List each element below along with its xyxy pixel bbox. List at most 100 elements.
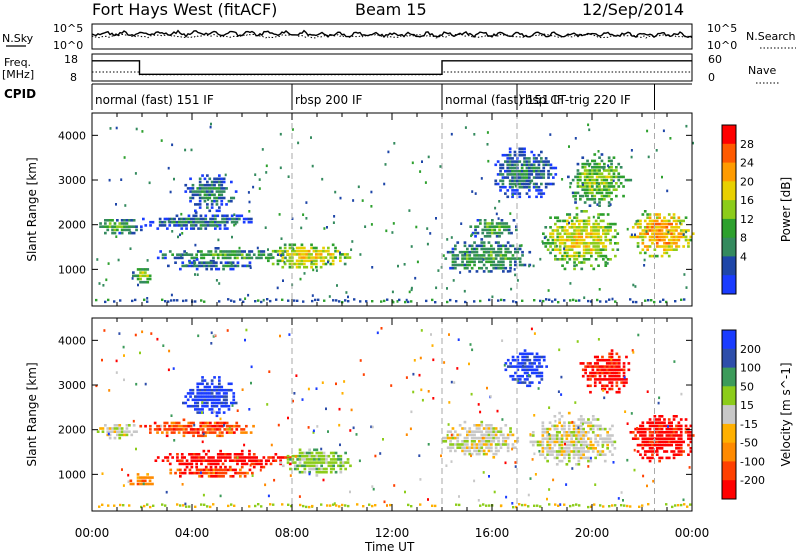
echo-cell [530, 163, 534, 167]
echo-cell [532, 182, 536, 186]
echo-cell [660, 254, 664, 258]
echo-cell [670, 248, 673, 251]
echo-cell [192, 434, 195, 438]
echo-cell [325, 454, 328, 458]
echo-cell [220, 401, 224, 405]
echo-cell [532, 185, 536, 189]
echo-cell [412, 390, 415, 394]
echo-cell [547, 289, 550, 292]
echo-cell [296, 467, 299, 471]
echo-cell [663, 232, 666, 235]
echo-cell [599, 251, 603, 255]
echo-cell [518, 153, 522, 157]
echo-cell [146, 259, 149, 262]
colorbar-swatch [722, 442, 736, 462]
echo-cell [194, 203, 197, 206]
echo-cell [575, 447, 578, 450]
echo-cell [538, 374, 541, 378]
echo-cell [521, 381, 524, 384]
echo-cell [597, 213, 600, 216]
echo-cell [338, 407, 341, 411]
echo-cell [665, 251, 669, 255]
echo-cell [456, 433, 460, 437]
echo-cell [307, 253, 311, 256]
echo-cell [617, 374, 621, 378]
echo-cell [687, 427, 690, 431]
echo-cell [499, 179, 502, 183]
echo-cell [196, 408, 200, 411]
echo-cell [207, 198, 210, 201]
echo-cell [243, 250, 246, 253]
echo-cell [208, 392, 212, 395]
echo-cell [217, 238, 220, 242]
echo-cell [549, 242, 552, 245]
echo-cell [606, 238, 610, 242]
echo-cell [658, 440, 661, 444]
echo-cell [511, 189, 514, 192]
echo-cell [103, 329, 106, 332]
echo-cell [128, 228, 131, 232]
echo-cell [585, 210, 588, 213]
echo-cell [420, 329, 423, 332]
echo-cell [516, 374, 520, 378]
echo-cell [655, 242, 659, 245]
echo-cell [530, 365, 534, 368]
echo-cell [139, 274, 142, 278]
echo-cell [210, 342, 213, 345]
echo-cell [310, 464, 314, 468]
echo-cell [194, 217, 198, 221]
echo-cell [478, 430, 481, 433]
echo-cell [602, 219, 605, 223]
echo-cell [218, 434, 222, 438]
echo-cell [516, 179, 519, 183]
echo-cell [600, 198, 604, 201]
echo-cell [567, 431, 571, 434]
echo-cell [470, 454, 472, 458]
echo-cell [499, 250, 503, 254]
echo-cell [176, 459, 179, 462]
echo-cell [675, 431, 678, 434]
echo-cell [626, 458, 629, 462]
echo-cell [607, 166, 611, 169]
echo-cell [163, 224, 167, 227]
echo-cell [308, 461, 311, 464]
echo-cell [665, 219, 669, 223]
echo-cell [288, 262, 292, 266]
echo-cell [190, 220, 193, 224]
echo-cell [528, 185, 531, 189]
echo-cell [168, 224, 172, 227]
echo-cell [585, 248, 588, 251]
echo-cell [113, 430, 117, 433]
echo-cell [675, 245, 678, 248]
echo-cell [610, 374, 614, 378]
echo-cell [577, 440, 581, 444]
echo-cell [139, 271, 142, 274]
echo-cell [190, 253, 194, 256]
echo-cell [371, 300, 374, 303]
echo-cell [577, 431, 581, 434]
echo-cell [643, 232, 647, 235]
echo-cell [300, 246, 304, 250]
echo-cell [310, 260, 313, 264]
echo-cell [454, 443, 457, 446]
echo-cell [245, 253, 249, 256]
echo-cell [575, 431, 578, 434]
echo-cell [201, 382, 204, 386]
echo-cell [473, 257, 476, 260]
echo-cell [201, 411, 203, 414]
echo-cell [658, 213, 661, 216]
echo-cell [482, 250, 486, 254]
echo-cell [653, 248, 657, 251]
echo-cell [195, 456, 198, 459]
echo-cell [575, 216, 579, 219]
echo-cell [617, 362, 621, 365]
echo-cell [204, 217, 208, 221]
echo-cell [611, 424, 614, 428]
echo-cell [665, 437, 669, 440]
echo-cell [487, 250, 491, 254]
echo-cell [594, 238, 598, 242]
echo-cell [573, 267, 576, 271]
echo-cell [482, 254, 486, 257]
echo-cell [432, 397, 435, 400]
echo-cell [315, 269, 318, 272]
